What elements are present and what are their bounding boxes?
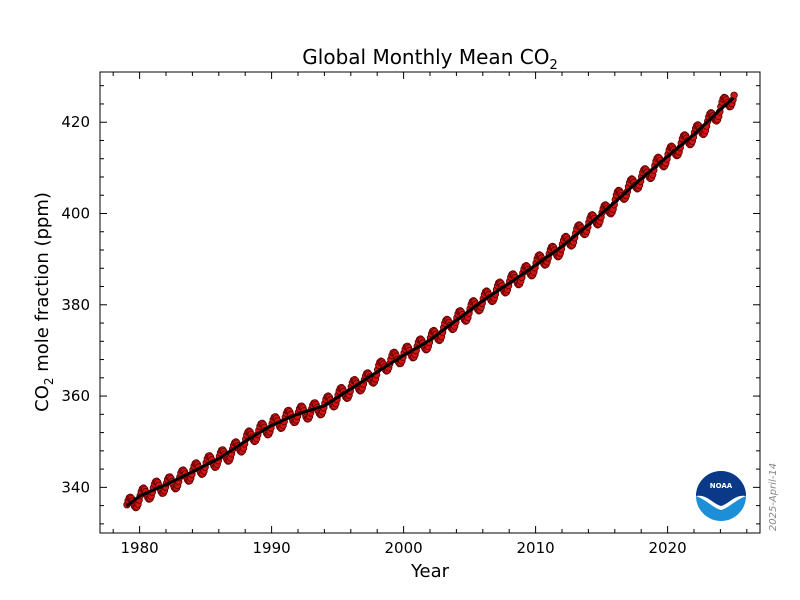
- x-tick-label: 2010: [517, 539, 555, 557]
- x-axis-label: Year: [410, 561, 450, 582]
- y-tick-label: 400: [61, 204, 90, 222]
- y-tick-label: 340: [61, 478, 90, 496]
- svg-text:NOAA: NOAA: [710, 482, 733, 490]
- axis-ticks: [100, 72, 760, 533]
- x-tick-label: 1990: [253, 539, 291, 557]
- chart-title: Global Monthly Mean CO2: [302, 45, 557, 73]
- x-tick-label: 2020: [649, 539, 687, 557]
- x-tick-label: 1980: [121, 539, 159, 557]
- x-tick-label: 2000: [385, 539, 423, 557]
- noaa-logo: NOAA: [696, 471, 746, 521]
- y-axis-label: CO2 mole fraction (ppm): [32, 192, 56, 412]
- date-stamp: 2025-April-14: [768, 463, 779, 531]
- axis-tick-labels: 1980 1990 2000 2010 2020 340 360 380 400 420: [61, 113, 686, 557]
- y-tick-label: 360: [61, 387, 90, 405]
- y-tick-label: 420: [61, 113, 90, 131]
- trend-line: [125, 96, 735, 508]
- y-tick-label: 380: [61, 296, 90, 314]
